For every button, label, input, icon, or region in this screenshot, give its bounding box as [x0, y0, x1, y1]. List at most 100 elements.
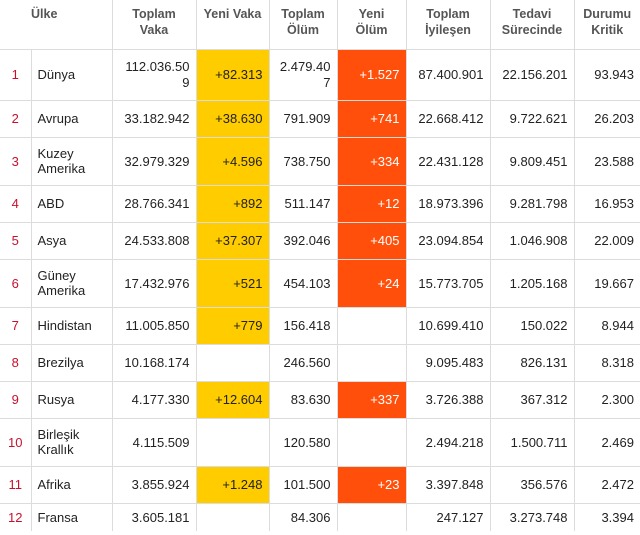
table-row[interactable]: 9 Rusya 4.177.330 +12.604 83.630 +337 3.726.38… — [0, 381, 640, 419]
row-active: 826.131 — [490, 344, 575, 382]
row-new-deaths: +1.527 — [337, 49, 407, 101]
row-total-cases: 17.432.976 — [112, 259, 197, 308]
row-total-recovered: 9.095.483 — [406, 344, 491, 382]
row-new-deaths — [337, 418, 407, 467]
header-country[interactable]: Ülke — [0, 0, 113, 50]
row-rank: 10 — [0, 418, 32, 467]
row-active: 356.576 — [490, 466, 575, 504]
table-row[interactable]: 7 Hindistan 11.005.850 +779 156.418 10.699.41… — [0, 307, 640, 345]
header-new-cases[interactable]: Yeni Vaka — [196, 0, 270, 50]
row-new-cases — [196, 344, 270, 382]
row-new-deaths: +405 — [337, 222, 407, 260]
row-new-cases: +38.630 — [196, 100, 270, 138]
row-total-recovered: 18.973.396 — [406, 185, 491, 223]
row-active: 9.809.451 — [490, 137, 575, 186]
row-critical: 2.300 — [574, 381, 640, 419]
row-rank: 3 — [0, 137, 32, 186]
row-total-cases: 28.766.341 — [112, 185, 197, 223]
table-row[interactable]: 8 Brezilya 10.168.174 246.560 9.095.483 826.1… — [0, 344, 640, 382]
row-new-deaths — [337, 307, 407, 345]
row-total-deaths: 246.560 — [269, 344, 338, 382]
header-critical[interactable]: Durumu Kritik — [574, 0, 640, 50]
row-total-recovered: 87.400.901 — [406, 49, 491, 101]
row-active: 1.046.908 — [490, 222, 575, 260]
row-total-recovered: 22.668.412 — [406, 100, 491, 138]
row-rank: 9 — [0, 381, 32, 419]
row-new-cases — [196, 503, 270, 531]
row-new-cases — [196, 418, 270, 467]
header-total-recovered[interactable]: Toplam İyileşen — [406, 0, 491, 50]
row-rank: 1 — [0, 49, 32, 101]
row-total-recovered: 3.397.848 — [406, 466, 491, 504]
row-country: Fransa — [31, 503, 113, 531]
row-new-cases: +779 — [196, 307, 270, 345]
row-total-cases: 3.855.924 — [112, 466, 197, 504]
row-country: ABD — [31, 185, 113, 223]
table-row[interactable]: 5 Asya 24.533.808 +37.307 392.046 +405 23.094.… — [0, 222, 640, 260]
row-rank: 2 — [0, 100, 32, 138]
header-new-deaths[interactable]: Yeni Ölüm — [337, 0, 407, 50]
row-rank: 4 — [0, 185, 32, 223]
row-critical: 23.588 — [574, 137, 640, 186]
header-active[interactable]: Tedavi Sürecinde — [490, 0, 575, 50]
row-country: Asya — [31, 222, 113, 260]
row-total-cases: 33.182.942 — [112, 100, 197, 138]
row-new-cases: +892 — [196, 185, 270, 223]
row-total-deaths: 511.147 — [269, 185, 338, 223]
row-critical: 26.203 — [574, 100, 640, 138]
table-row[interactable]: 4 ABD 28.766.341 +892 511.147 +12 18.973.396 9.… — [0, 185, 640, 223]
row-total-deaths: 84.306 — [269, 503, 338, 531]
table-row[interactable]: 6 Güney Amerika 17.432.976 +521 454.103 +24 15… — [0, 259, 640, 308]
row-rank: 7 — [0, 307, 32, 345]
row-rank: 8 — [0, 344, 32, 382]
row-new-cases: +12.604 — [196, 381, 270, 419]
row-country: Afrika — [31, 466, 113, 504]
row-new-deaths: +24 — [337, 259, 407, 308]
row-total-recovered: 3.726.388 — [406, 381, 491, 419]
row-active: 9.281.798 — [490, 185, 575, 223]
table-row[interactable]: 2 Avrupa 33.182.942 +38.630 791.909 +741 22.66… — [0, 100, 640, 138]
row-country: Rusya — [31, 381, 113, 419]
row-total-cases: 32.979.329 — [112, 137, 197, 186]
row-total-recovered: 2.494.218 — [406, 418, 491, 467]
row-new-deaths — [337, 344, 407, 382]
row-country: Kuzey Amerika — [31, 137, 113, 186]
row-total-deaths: 101.500 — [269, 466, 338, 504]
row-total-deaths: 738.750 — [269, 137, 338, 186]
table-row[interactable]: 3 Kuzey Amerika 32.979.329 +4.596 738.750 +33… — [0, 137, 640, 186]
row-total-cases: 24.533.808 — [112, 222, 197, 260]
row-critical: 22.009 — [574, 222, 640, 260]
row-total-deaths: 392.046 — [269, 222, 338, 260]
row-critical: 16.953 — [574, 185, 640, 223]
row-country: Brezilya — [31, 344, 113, 382]
row-new-deaths: +334 — [337, 137, 407, 186]
row-total-cases: 10.168.174 — [112, 344, 197, 382]
row-new-cases: +521 — [196, 259, 270, 308]
row-total-deaths: 2.479.407 — [269, 49, 338, 101]
row-rank: 6 — [0, 259, 32, 308]
row-total-recovered: 15.773.705 — [406, 259, 491, 308]
row-active: 367.312 — [490, 381, 575, 419]
row-active: 1.500.711 — [490, 418, 575, 467]
row-new-cases: +4.596 — [196, 137, 270, 186]
row-new-cases: +1.248 — [196, 466, 270, 504]
row-country: Dünya — [31, 49, 113, 101]
table-body: 1 Dünya 112.036.509 +82.313 2.479.407 +1.527 8… — [0, 49, 640, 531]
row-critical: 2.472 — [574, 466, 640, 504]
row-rank: 11 — [0, 466, 32, 504]
table-row[interactable]: 11 Afrika 3.855.924 +1.248 101.500 +23 3.397.8… — [0, 466, 640, 504]
header-total-cases[interactable]: Toplam Vaka — [112, 0, 197, 50]
row-total-recovered: 10.699.410 — [406, 307, 491, 345]
row-new-deaths: +23 — [337, 466, 407, 504]
table-row[interactable]: 10 Birleşik Krallık 4.115.509 120.580 2.494.… — [0, 418, 640, 467]
row-new-deaths: +12 — [337, 185, 407, 223]
row-total-cases: 11.005.850 — [112, 307, 197, 345]
header-total-deaths[interactable]: Toplam Ölüm — [269, 0, 338, 50]
table-row[interactable]: 12 Fransa 3.605.181 84.306 247.127 3.273.748 3… — [0, 503, 640, 531]
row-country: Güney Amerika — [31, 259, 113, 308]
row-new-cases: +82.313 — [196, 49, 270, 101]
row-active: 9.722.621 — [490, 100, 575, 138]
row-critical: 8.318 — [574, 344, 640, 382]
table-row[interactable]: 1 Dünya 112.036.509 +82.313 2.479.407 +1.527 8… — [0, 49, 640, 101]
